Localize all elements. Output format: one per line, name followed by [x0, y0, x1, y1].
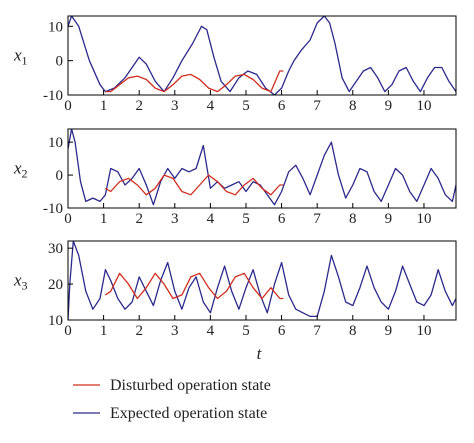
- panel-3: 10 20 30 0 1 2 3 4 5 6 7 8 9 10 x3 t: [13, 240, 457, 363]
- y-axis-label-subscript: 2: [22, 167, 28, 181]
- x-tick-label: 1: [100, 211, 108, 227]
- plot-frame: [67, 128, 457, 209]
- y-tick-label: 20: [48, 277, 63, 293]
- y-axis-label: x3: [13, 271, 28, 293]
- x-tick-label: 5: [242, 98, 250, 114]
- legend-label-disturbed: Disturbed operation state: [110, 377, 271, 394]
- series-line-disturbed: [105, 272, 284, 300]
- series-line-disturbed: [105, 70, 284, 93]
- series-line-disturbed: [105, 174, 284, 196]
- x-tick-label: 3: [171, 323, 179, 339]
- x-tick-label: 9: [385, 98, 393, 114]
- x-tick-label: 7: [313, 211, 321, 227]
- x-tick-label: 2: [135, 323, 143, 339]
- series-line-expected: [68, 241, 456, 320]
- legend-label-expected: Expected operation state: [110, 405, 267, 422]
- x-tick-label: 6: [278, 211, 286, 227]
- x-tick-label: 1: [100, 98, 108, 114]
- y-axis-label-subscript: 3: [22, 279, 28, 293]
- legend: Disturbed operation state Expected opera…: [73, 377, 271, 422]
- x-tick-label: 10: [416, 323, 431, 339]
- x-tick-label: 4: [207, 98, 215, 114]
- plot-frame: [67, 15, 457, 96]
- y-axis-label: x1: [13, 46, 28, 68]
- x-axis-label: t: [257, 344, 263, 363]
- x-tick-label: 0: [64, 323, 72, 339]
- x-tick-label: 4: [207, 323, 215, 339]
- x-tick-label: 6: [278, 98, 286, 114]
- y-tick-label: 0: [56, 54, 64, 70]
- x-tick-label: 10: [416, 98, 431, 114]
- y-axis-label-subscript: 1: [22, 54, 28, 68]
- x-tick-label: 0: [64, 211, 72, 227]
- series-line-expected: [68, 16, 456, 95]
- plot-frame: [67, 240, 457, 321]
- x-tick-label: 1: [100, 323, 108, 339]
- x-tick-label: 8: [349, 323, 357, 339]
- x-tick-label: 2: [135, 98, 143, 114]
- y-tick-label: 30: [48, 241, 63, 257]
- x-tick-label: 8: [349, 98, 357, 114]
- x-tick-label: 6: [278, 323, 286, 339]
- y-axis-label: x2: [13, 159, 28, 181]
- x-tick-label: 2: [135, 211, 143, 227]
- y-tick-label: 10: [48, 135, 63, 151]
- y-tick-label: 10: [48, 19, 63, 35]
- x-tick-label: 5: [242, 323, 250, 339]
- x-tick-label: 8: [349, 211, 357, 227]
- series-line-expected: [68, 129, 456, 206]
- x-tick-label: 4: [207, 211, 215, 227]
- x-tick-label: 5: [242, 211, 250, 227]
- y-tick-label: -10: [43, 88, 63, 104]
- y-tick-label: 10: [48, 313, 63, 329]
- y-tick-label: -10: [43, 201, 63, 217]
- y-tick-label: 0: [56, 168, 64, 184]
- x-tick-label: 9: [385, 323, 393, 339]
- x-tick-label: 7: [313, 98, 321, 114]
- x-tick-label: 3: [171, 98, 179, 114]
- x-tick-label: 7: [313, 323, 321, 339]
- x-tick-label: 9: [385, 211, 393, 227]
- x-tick-label: 3: [171, 211, 179, 227]
- x-tick-label: 0: [64, 98, 72, 114]
- x-tick-label: 10: [416, 211, 431, 227]
